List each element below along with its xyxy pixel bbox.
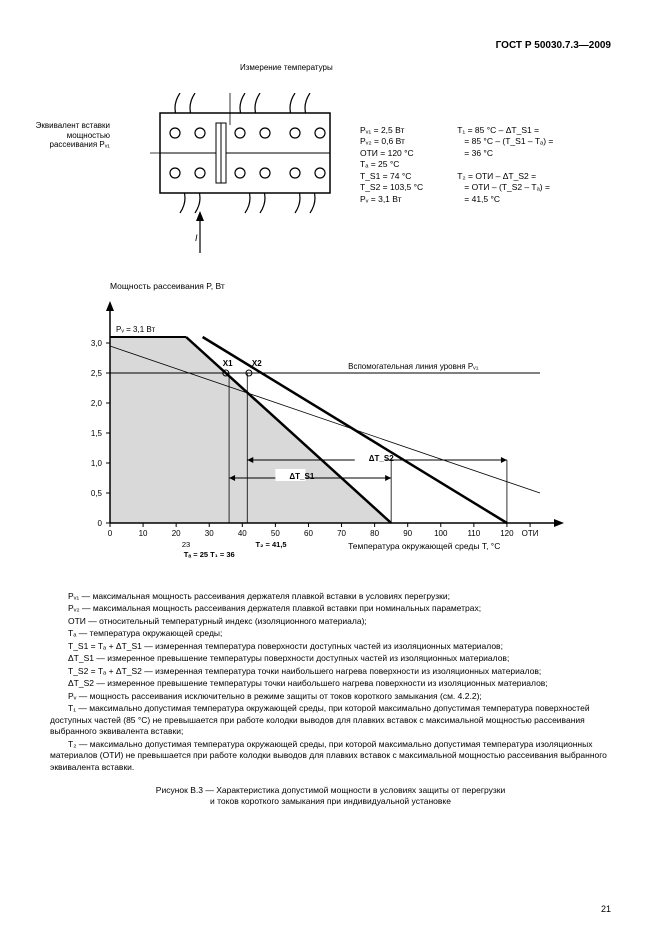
svg-text:0: 0	[108, 529, 113, 538]
definition-line: T_S1 = Tₐ + ΔT_S1 — измеренная температу…	[50, 641, 611, 652]
svg-text:T₂ = 41,5: T₂ = 41,5	[256, 540, 287, 549]
svg-text:1,0: 1,0	[91, 459, 103, 468]
page-number: 21	[601, 904, 611, 914]
svg-text:70: 70	[337, 529, 346, 538]
label-equivalent: Эквивалент вставки мощностью рассеивания…	[0, 121, 110, 150]
svg-text:40: 40	[238, 529, 247, 538]
caption-l1: Рисунок В.3 — Характеристика допустимой …	[156, 785, 505, 795]
svg-text:2,5: 2,5	[91, 369, 103, 378]
label-l1: Эквивалент вставки	[36, 121, 110, 130]
definition-line: T_S2 = Tₐ + ΔT_S2 — измеренная температу…	[50, 666, 611, 677]
svg-text:Вспомогательная линия уровня P: Вспомогательная линия уровня Pᵥ₁	[348, 362, 479, 371]
svg-text:2,0: 2,0	[91, 399, 103, 408]
y-axis-title: Мощность рассеивания P, Вт	[110, 281, 225, 291]
svg-text:Температура окружающей среды T: Температура окружающей среды T, °C	[348, 541, 500, 551]
definition-line: T₁ — максимально допустимая температура …	[50, 703, 611, 737]
svg-text:110: 110	[467, 529, 480, 538]
definition-line: Pᵥ₁ — максимальная мощность рассеивания …	[50, 591, 611, 602]
equations-block: Pᵥ₁ = 2,5 Вт Pᵥ₂ = 0,6 Вт ОТИ = 120 °C T…	[360, 125, 553, 205]
svg-text:0,5: 0,5	[91, 489, 103, 498]
definition-line: Tₐ — температура окружающей среды;	[50, 628, 611, 639]
svg-text:20: 20	[172, 529, 181, 538]
definition-line: Pᵥ — мощность рассеивания исключительно …	[50, 691, 611, 702]
svg-text:100: 100	[434, 529, 448, 538]
eq-col2: T₁ = 85 °C – ΔT_S1 = = 85 °C – (T_S1 – T…	[457, 125, 553, 205]
svg-text:ΔT_S1: ΔT_S1	[289, 472, 314, 481]
svg-text:10: 10	[139, 529, 148, 538]
figure-caption: Рисунок В.3 — Характеристика допустимой …	[50, 785, 611, 807]
svg-text:60: 60	[304, 529, 313, 538]
label-l2: мощностью	[67, 131, 110, 140]
label-l3: рассеивания Pᵥ₁	[50, 140, 110, 149]
definition-line: ΔT_S1 — измеренное превышение температур…	[50, 653, 611, 664]
definition-line: ΔT_S2 — измеренное превышение температур…	[50, 678, 611, 689]
definition-line: T₂ — максимально допустимая температура …	[50, 739, 611, 773]
current-label: I	[195, 233, 198, 243]
svg-text:23: 23	[182, 540, 190, 549]
svg-text:30: 30	[205, 529, 214, 538]
chart-svg: 0 0,5 1,0 1,5 2,0 2,5 3,0 0 10 20 30 40 50 60 70 80 90 10…	[50, 293, 610, 563]
svg-text:3,0: 3,0	[91, 339, 103, 348]
power-chart: Мощность рассеивания P, Вт 0 0,5 1,0 1,5 2,0…	[50, 281, 611, 581]
svg-text:ОТИ: ОТИ	[522, 529, 539, 538]
definition-line: ОТИ — относительный температурный индекс…	[50, 616, 611, 627]
eq-col1: Pᵥ₁ = 2,5 Вт Pᵥ₂ = 0,6 Вт ОТИ = 120 °C T…	[360, 125, 423, 205]
definitions: Pᵥ₁ — максимальная мощность рассеивания …	[50, 591, 611, 773]
svg-text:1,5: 1,5	[91, 429, 103, 438]
svg-text:90: 90	[403, 529, 412, 538]
svg-text:50: 50	[271, 529, 280, 538]
definition-line: Pᵥ₂ — максимальная мощность рассеивания …	[50, 603, 611, 614]
block-svg	[150, 93, 350, 273]
svg-text:ΔT_S2: ΔT_S2	[369, 454, 394, 463]
label-measure-temp: Измерение температуры	[240, 63, 333, 72]
doc-header: ГОСТ Р 50030.7.3—2009	[50, 40, 611, 51]
svg-text:Tₐ = 25 T₁ = 36: Tₐ = 25 T₁ = 36	[184, 550, 235, 559]
caption-l2: и токов короткого замыкания при индивиду…	[210, 796, 451, 806]
schematic-diagram: Измерение температуры Эквивалент вставки…	[50, 63, 611, 273]
svg-text:120: 120	[500, 529, 514, 538]
svg-text:X2: X2	[252, 359, 262, 368]
svg-text:80: 80	[370, 529, 379, 538]
svg-text:0: 0	[98, 519, 103, 528]
svg-text:Pᵥ = 3,1 Вт: Pᵥ = 3,1 Вт	[116, 325, 155, 334]
svg-text:X1: X1	[223, 359, 233, 368]
